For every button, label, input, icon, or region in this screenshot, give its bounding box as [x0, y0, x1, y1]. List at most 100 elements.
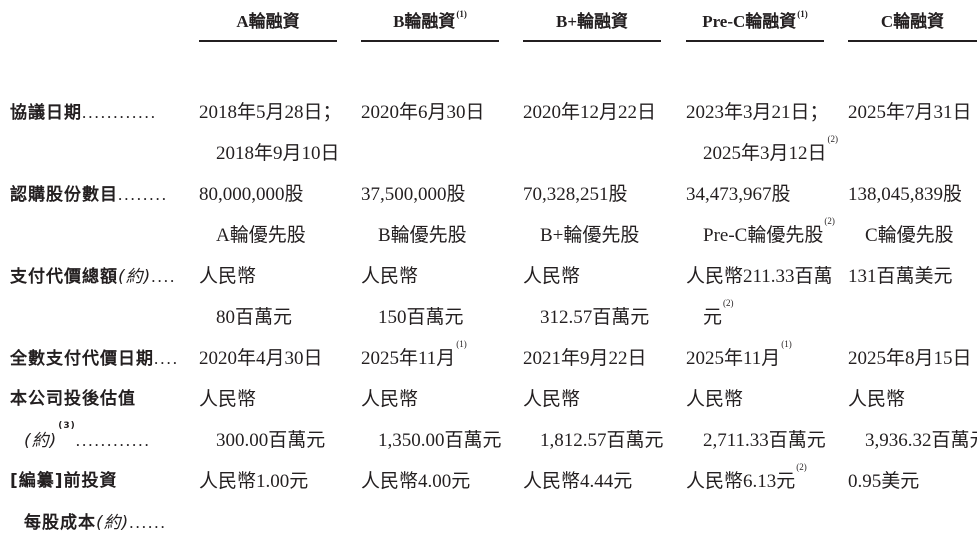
cell-value: 2018年9月10日 [216, 143, 340, 164]
column-header: A輪融資 [199, 8, 337, 42]
cell-value: 80,000,000股 [199, 184, 304, 205]
table-row: 認購股份數目........ 80,000,000股 A輪優先股 37,500,000… [0, 174, 977, 256]
table-cell: 人民幣4.00元 [361, 461, 470, 502]
leader-dots: ............ [82, 103, 157, 122]
cell-value: 人民幣 [199, 389, 257, 410]
cell-line: 70,328,251股 [523, 174, 639, 215]
cell-value: 2025年8月15日 [848, 348, 972, 369]
cell-value: 2020年12月22日 [523, 102, 657, 123]
table-cell: 37,500,000股 B輪優先股 [361, 174, 467, 256]
cell-line: 2,711.33百萬元 [686, 420, 826, 461]
cell-value: 人民幣211.33百萬 [686, 266, 833, 287]
cell-line: 人民幣 [848, 379, 977, 420]
cell-line: 80,000,000股 [199, 174, 306, 215]
row-label-text: 本公司投後估值 [10, 389, 136, 409]
leader-dots: .... [151, 267, 177, 286]
cell-line: 人民幣6.13元(2) [686, 461, 807, 502]
cell-value: 人民幣 [361, 266, 419, 287]
row-label-line: 本公司投後估值 [10, 379, 151, 420]
cell-value: 人民幣 [361, 389, 419, 410]
table-cell: 人民幣 312.57百萬元 [523, 256, 649, 338]
cell-value: 150百萬元 [378, 307, 464, 328]
row-label-line: 支付代價總額(約).... [10, 256, 176, 297]
cell-line: 2018年9月10日 [199, 133, 342, 174]
cell-line: 人民幣 [523, 379, 664, 420]
cell-value: Pre-C輪優先股 [703, 225, 824, 246]
cell-value: 300.00百萬元 [216, 430, 326, 451]
cell-line: 150百萬元 [361, 297, 464, 338]
footnote-ref: (3) [58, 421, 76, 431]
row-label-qualifier: (約) [24, 431, 58, 451]
cell-value: 人民幣 [523, 266, 581, 287]
row-label-line: 每股成本(約)...... [10, 502, 167, 543]
row-label: 本公司投後估值 (約)(3)............ [10, 379, 151, 461]
column-header-label: B輪融資 [393, 12, 456, 31]
footnote-ref: (2) [796, 462, 807, 472]
table-cell: 2023年3月21日； 2025年3月12日(2) [686, 92, 838, 174]
table-row: 支付代價總額(約).... 人民幣 80百萬元 人民幣 150百萬元 人民幣 312.57百… [0, 256, 977, 338]
column-header-label: C輪融資 [880, 12, 945, 31]
cell-line: 2025年11月(1) [686, 338, 792, 379]
table-cell: 人民幣1.00元 [199, 461, 308, 502]
column-header-label: B+輪融資 [555, 12, 629, 31]
table-cell: 2021年9月22日 [523, 338, 647, 379]
footnote-ref: (1) [797, 9, 808, 19]
cell-line: A輪優先股 [199, 215, 306, 256]
column-header-label: A輪融資 [236, 12, 300, 31]
cell-value: 80百萬元 [216, 307, 293, 328]
row-label-text: 協議日期 [10, 103, 82, 123]
cell-value: 1,350.00百萬元 [378, 430, 502, 451]
cell-line: 300.00百萬元 [199, 420, 325, 461]
column-header: C輪融資 [848, 8, 977, 42]
cell-value: 2018年5月28日； [199, 102, 342, 123]
row-label-text: 每股成本 [24, 513, 96, 533]
cell-line: Pre-C輪優先股(2) [686, 215, 835, 256]
leader-dots: .... [154, 349, 179, 368]
table-row: 協議日期............ 2018年5月28日； 2018年9月10日 202… [0, 92, 977, 174]
cell-value: C輪優先股 [865, 225, 954, 246]
cell-value: 2025年11月 [686, 348, 781, 369]
row-label: 全數支付代價日期.... [10, 338, 179, 379]
row-label-line: [編纂]前投資 [10, 461, 167, 502]
cell-value: 138,045,839股 [848, 184, 963, 205]
row-label-qualifier: (約) [118, 267, 152, 287]
cell-value: B輪優先股 [378, 225, 467, 246]
row-label-line: (約)(3)............ [10, 420, 151, 461]
cell-line: 2020年6月30日 [361, 92, 485, 133]
row-label: 協議日期............ [10, 92, 157, 133]
cell-value: 人民幣 [686, 389, 744, 410]
cell-line: 2018年5月28日； [199, 92, 342, 133]
cell-value: B+輪優先股 [540, 225, 640, 246]
table-cell: 人民幣4.44元 [523, 461, 632, 502]
table-row: [編纂]前投資每股成本(約)...... 人民幣1.00元 人民幣4.00元 人民幣4… [0, 461, 977, 543]
column-header: B輪融資(1) [361, 8, 499, 42]
table-cell: 2025年11月(1) [686, 338, 792, 379]
cell-line: 人民幣 [199, 379, 325, 420]
row-label-line: 協議日期............ [10, 92, 157, 133]
cell-line: 2025年7月31日 [848, 92, 972, 133]
row-label-text: [編纂]前投資 [10, 471, 118, 491]
cell-value: 2025年11月 [361, 348, 456, 369]
cell-value: 人民幣 [523, 389, 581, 410]
cell-value: 人民幣4.44元 [523, 471, 633, 492]
column-header-label: Pre-C輪融資 [702, 12, 797, 31]
cell-line: 37,500,000股 [361, 174, 467, 215]
cell-line: 34,473,967股 [686, 174, 835, 215]
cell-line: 人民幣 [199, 256, 292, 297]
cell-value: 2021年9月22日 [523, 348, 647, 369]
footnote-ref: (2) [827, 134, 839, 144]
cell-value: 2020年4月30日 [199, 348, 323, 369]
cell-value: 人民幣 [199, 266, 257, 287]
row-label-line: 全數支付代價日期.... [10, 338, 179, 379]
cell-line: 人民幣4.44元 [523, 461, 632, 502]
footnote-ref: (2) [723, 298, 734, 308]
cell-value: 2025年3月12日 [703, 143, 827, 164]
table-cell: 人民幣211.33百萬 元(2) [686, 256, 833, 338]
table-cell: 人民幣6.13元(2) [686, 461, 807, 502]
footnote-ref: (1) [456, 339, 467, 349]
cell-line: 2025年3月12日(2) [686, 133, 838, 174]
table-cell: 人民幣 1,812.57百萬元 [523, 379, 664, 461]
footnote-ref: (1) [781, 339, 792, 349]
row-label: [編纂]前投資每股成本(約)...... [10, 461, 167, 543]
table-cell: 0.95美元 [848, 461, 919, 502]
